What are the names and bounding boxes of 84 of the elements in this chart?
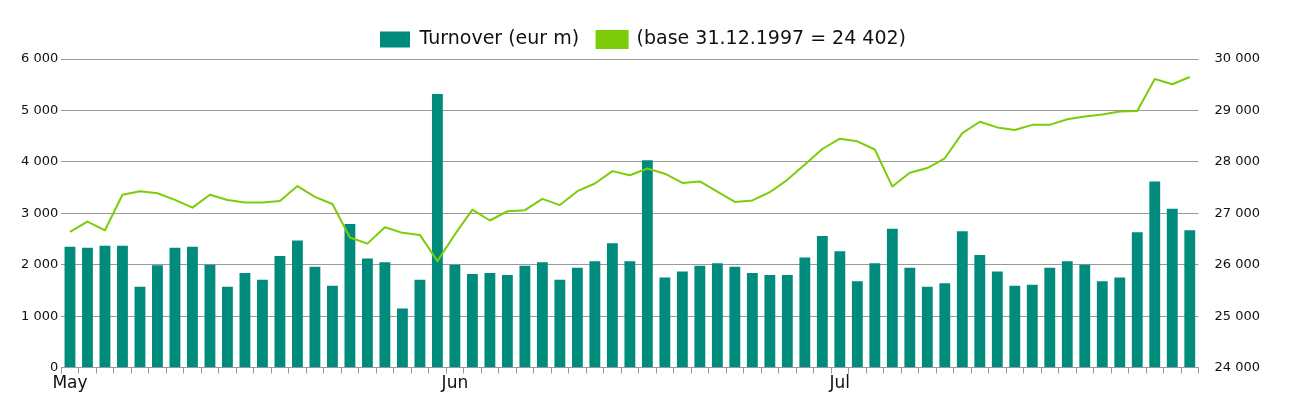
bar: [799, 257, 811, 368]
bar: [1079, 264, 1091, 368]
y2-tick-label: 27 000: [1214, 204, 1261, 220]
bar: [379, 262, 391, 368]
legend-label: Turnover (eur m): [418, 26, 580, 49]
bar: [571, 267, 583, 368]
y-tick-label: 6 000: [21, 50, 59, 66]
bar: [274, 255, 286, 368]
bar: [484, 272, 496, 368]
bar: [536, 262, 548, 368]
y-tick-label: 2 000: [21, 256, 59, 272]
bar: [676, 271, 688, 368]
bar: [1184, 230, 1196, 368]
bar: [624, 261, 636, 368]
bar: [834, 251, 846, 368]
bar: [1009, 285, 1021, 368]
y2-tick-label: 24 000: [1214, 358, 1261, 374]
x-tick-label: Jul: [828, 372, 851, 393]
legend-label: (base 31.12.1997 = 24 402): [636, 26, 907, 49]
y2-tick-label: 26 000: [1214, 256, 1261, 272]
bar: [869, 263, 881, 368]
bar: [589, 261, 601, 368]
bar: [414, 279, 426, 368]
bar: [99, 245, 111, 368]
y-tick-label: 0: [49, 358, 59, 374]
y-tick-label: 3 000: [21, 204, 59, 220]
bar: [361, 258, 373, 368]
bar: [257, 279, 268, 368]
bar: [694, 265, 706, 368]
bar: [1061, 261, 1073, 368]
bar: [886, 228, 898, 368]
y-tick-label: 5 000: [21, 101, 59, 117]
y2-tick-label: 28 000: [1214, 153, 1261, 169]
bar: [746, 272, 758, 368]
bar: [222, 286, 233, 368]
y2-tick-label: 25 000: [1214, 307, 1261, 323]
bar: [956, 231, 968, 368]
bar: [606, 243, 618, 368]
x-tick-label: May: [52, 372, 88, 393]
bar: [1096, 281, 1108, 368]
bar: [1131, 232, 1143, 368]
bar: [921, 286, 933, 368]
bar: [152, 265, 163, 368]
bar: [851, 281, 863, 368]
bar: [1149, 181, 1161, 368]
y-tick-label: 4 000: [21, 153, 59, 169]
bar: [64, 246, 76, 368]
bar: [641, 160, 653, 368]
bar: [169, 247, 181, 368]
bar: [1166, 208, 1178, 368]
bar: [554, 279, 566, 368]
bar: [82, 247, 93, 368]
x-tick-label: Jun: [440, 372, 469, 393]
bar: [729, 266, 741, 368]
bar: [1114, 277, 1126, 368]
bar: [187, 246, 198, 368]
y-tick-label: 1 000: [21, 307, 59, 323]
bar: [204, 264, 216, 368]
bar: [816, 235, 828, 368]
bar: [117, 245, 128, 368]
bar: [326, 285, 338, 368]
bar: [711, 263, 723, 368]
bar: [501, 275, 513, 368]
bar: [449, 264, 461, 368]
bar: [466, 273, 478, 368]
bar: [781, 275, 793, 368]
bar: [991, 271, 1003, 368]
bar: [764, 275, 776, 368]
bar: [939, 283, 951, 368]
bar: [519, 265, 531, 368]
bar: [431, 93, 443, 368]
bar: [904, 267, 916, 368]
bar: [292, 240, 303, 368]
y2-tick-label: 29 000: [1214, 101, 1261, 117]
bar: [974, 254, 986, 368]
bar: [1044, 267, 1056, 368]
bar: [309, 266, 321, 368]
y2-tick-label: 30 000: [1214, 50, 1261, 66]
bar: [659, 277, 671, 368]
bar: [239, 272, 251, 368]
bar: [396, 308, 408, 368]
bar: [1026, 284, 1038, 368]
bar: [344, 224, 356, 368]
bar: [134, 286, 146, 368]
